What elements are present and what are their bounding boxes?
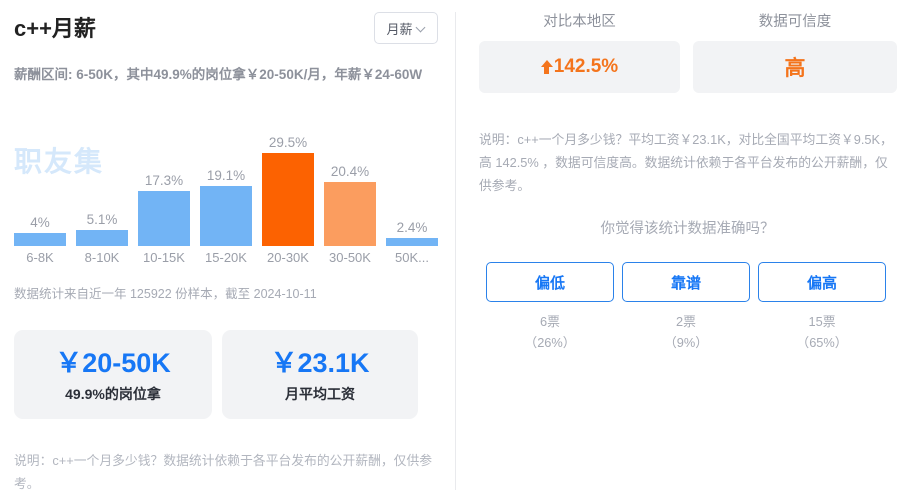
left-description-text: 说明：c++一个月多少钱？数据统计依赖于各平台发布的公开薪酬，仅供参考。 (14, 453, 433, 491)
salary-distribution-chart: 职友集 4% 6-8K 5.1% 8-10K 17.3% 10-15K 19.1% 15-20… (0, 126, 455, 274)
metric-trust-value: 高 (784, 57, 806, 80)
chart-footnote: 数据统计来自近一年 125922 份样本，截至 2024-10-11 (14, 287, 317, 301)
chart-bar-column[interactable]: 17.3% 10-15K (138, 173, 190, 265)
salary-average-value: ￥23.1K (270, 347, 370, 378)
vote-button-accurate[interactable]: 靠谱 (622, 262, 750, 302)
metric-compare-value: 142.5% (553, 56, 619, 77)
metric-trust-region: 数据可信度 高 (693, 12, 897, 93)
poll-question: 你觉得该统计数据准确吗？ (600, 221, 775, 237)
period-select-dropdown[interactable]: 月薪 (374, 12, 438, 44)
left-panel: c++月薪 月薪 薪酬区间: 6-50K，其中49.9%的岗位拿￥20-50K/… (0, 0, 455, 501)
vote-count-high: 15票 (808, 314, 836, 329)
chart-bar-value-label: 2.4% (396, 220, 428, 236)
vote-button-low[interactable]: 偏低 (486, 262, 614, 302)
vote-button-low-label: 偏低 (534, 274, 565, 292)
chart-bar-column[interactable]: 20.4% 30-50K (324, 164, 376, 265)
chart-bar-value-label: 29.5% (268, 135, 308, 150)
arrow-up-icon (540, 60, 553, 74)
salary-card-average: ￥23.1K 月平均工资 (222, 330, 418, 419)
metric-trust-box: 高 (693, 41, 897, 93)
chevron-down-icon (417, 24, 426, 33)
vote-percent-high: （65%） (796, 335, 848, 350)
chart-bar[interactable] (386, 238, 438, 246)
vote-column-low: 偏低 6票 （26%） (486, 262, 614, 352)
vote-button-high[interactable]: 偏高 (758, 262, 886, 302)
vote-button-high-label: 偏高 (806, 274, 837, 292)
chart-bar[interactable] (200, 185, 252, 246)
chart-bar[interactable] (262, 153, 314, 246)
chart-bar[interactable] (324, 181, 376, 246)
vote-column-high: 偏高 15票 （65%） (758, 262, 886, 352)
vote-percent-low: （26%） (524, 335, 576, 350)
panel-divider (455, 12, 456, 490)
chart-bar[interactable] (138, 191, 190, 246)
vote-percent-accurate: （9%） (663, 335, 709, 350)
metric-compare-title: 对比本地区 (543, 14, 616, 30)
right-description-text: 说明：c++一个月多少钱？平均工资￥23.1K，对比全国平均工资￥9.5K，高 … (479, 132, 893, 193)
salary-average-caption: 月平均工资 (285, 385, 355, 402)
watermark-logo: 职友集 (14, 146, 105, 177)
salary-range-caption: 49.9%的岗位拿 (65, 385, 161, 402)
vote-count-low: 6票 (540, 314, 560, 329)
chart-bar[interactable] (14, 233, 66, 246)
vote-count-accurate: 2票 (676, 314, 696, 329)
metric-compare-region: 对比本地区 142.5% (479, 12, 680, 93)
chart-bar-column[interactable]: 4% 6-8K (14, 215, 66, 265)
chart-bar-value-label: 20.4% (330, 163, 370, 179)
chart-bar-value-label: 17.3% (144, 173, 184, 189)
metric-trust-title: 数据可信度 (758, 14, 832, 30)
chart-bar-category-label: 50K... (395, 250, 429, 265)
chart-bar-category-label: 8-10K (84, 250, 120, 265)
salary-range-value: ￥20-50K (55, 347, 171, 378)
chart-bar-value-label: 5.1% (86, 211, 118, 227)
chart-bar-column[interactable]: 29.5% 20-30K (262, 135, 314, 265)
chart-bar-category-label: 15-20K (205, 250, 247, 265)
metric-compare-box: 142.5% (479, 41, 680, 93)
chart-bar[interactable] (76, 229, 128, 246)
period-select-label: 月薪 (386, 21, 413, 37)
chart-bar-category-label: 6-8K (26, 250, 54, 265)
chart-bar-category-label: 30-50K (329, 250, 371, 265)
right-panel: 对比本地区 142.5% 数据可信度 高 说明：c++一个月多少钱？平均工资￥2… (456, 0, 915, 501)
salary-range-summary: 薪酬区间: 6-50K，其中49.9%的岗位拿￥20-50K/月，年薪￥24-6… (14, 67, 423, 82)
salary-card-range: ￥20-50K 49.9%的岗位拿 (14, 330, 212, 419)
chart-bar-value-label: 4% (30, 215, 50, 231)
vote-button-accurate-label: 靠谱 (670, 274, 701, 292)
chart-bar-value-label: 19.1% (206, 167, 246, 183)
page-title: c++月薪 (14, 16, 96, 41)
chart-bar-column[interactable]: 19.1% 15-20K (200, 168, 252, 265)
chart-bar-column[interactable]: 2.4% 50K... (386, 220, 438, 265)
chart-bar-category-label: 10-15K (143, 250, 185, 265)
chart-bar-column[interactable]: 5.1% 8-10K (76, 212, 128, 265)
chart-bar-category-label: 20-30K (267, 250, 309, 265)
title-row: c++月薪 月薪 (14, 12, 438, 52)
vote-column-accurate: 靠谱 2票 （9%） (622, 262, 750, 352)
